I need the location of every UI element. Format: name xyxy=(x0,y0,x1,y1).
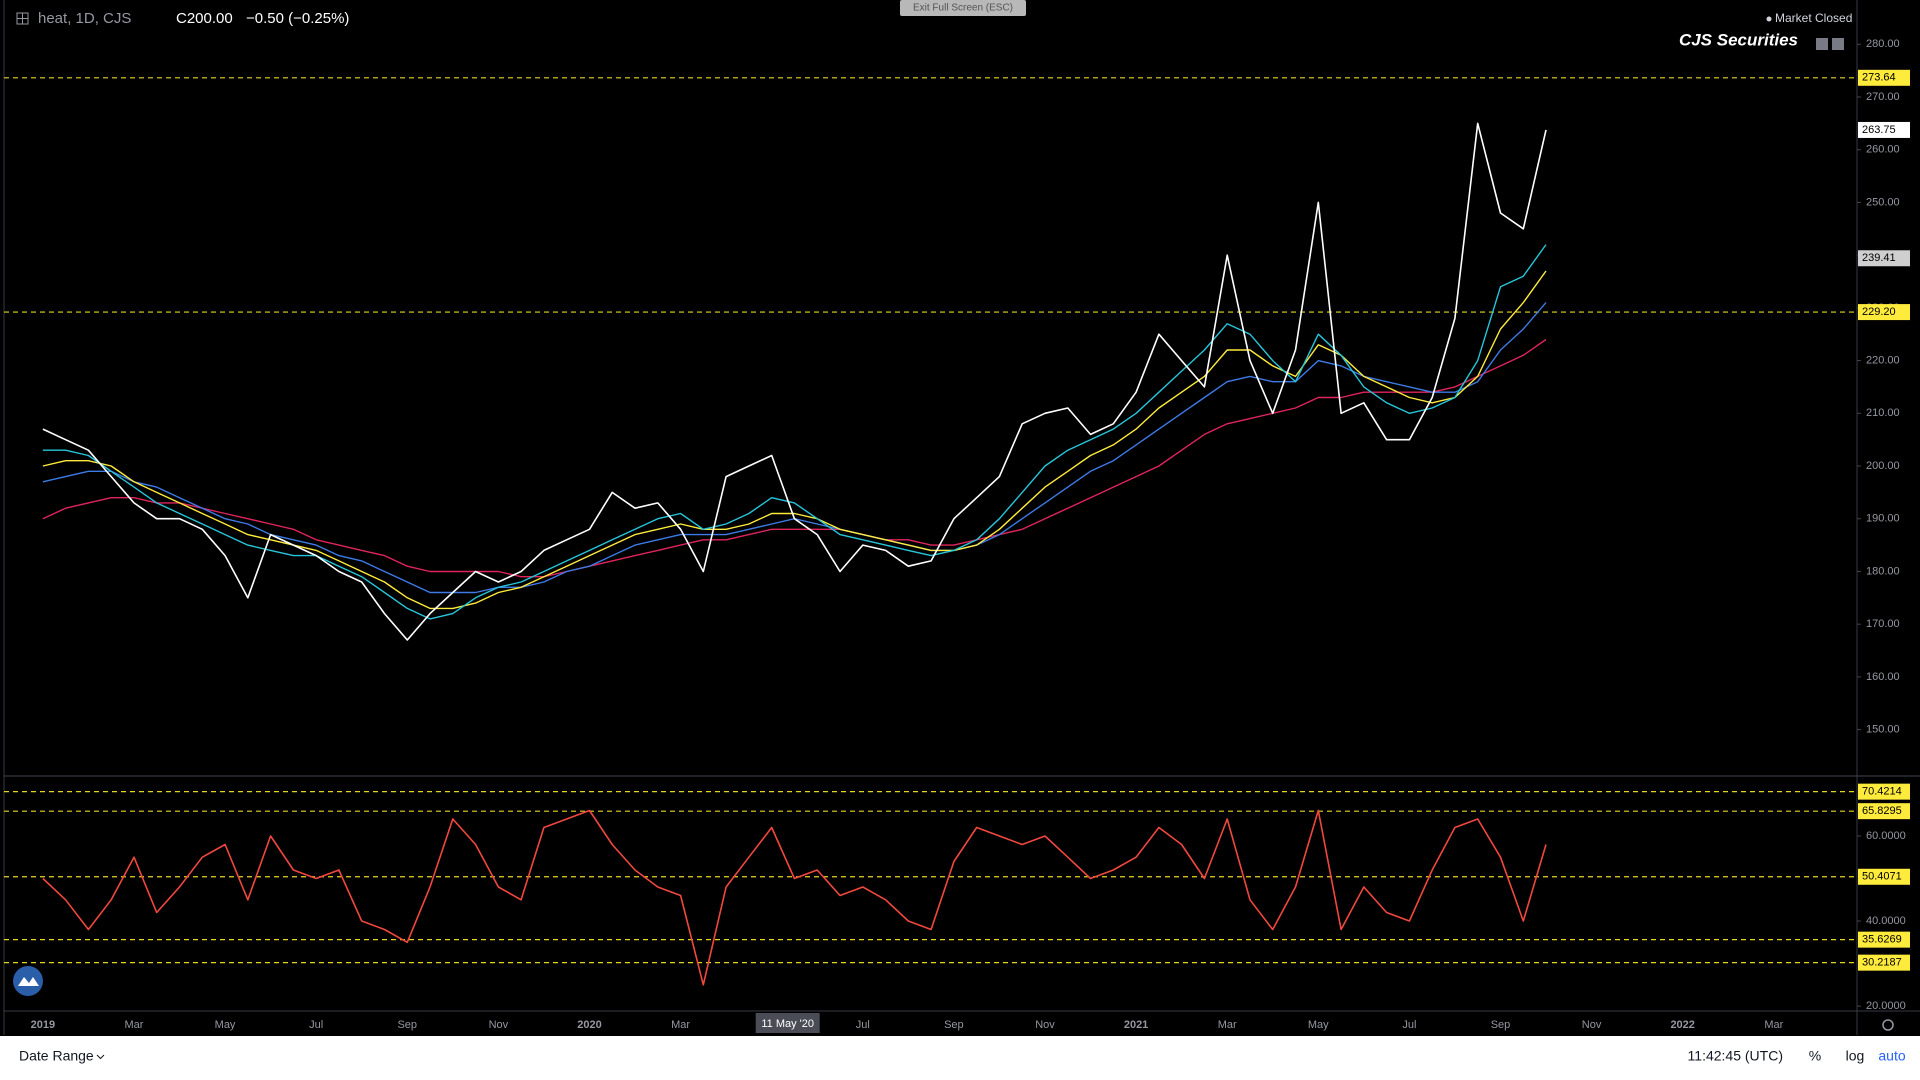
y-tick-label: 260.00 xyxy=(1866,144,1900,156)
level-label: 70.4214 xyxy=(1862,786,1902,798)
level-label-box xyxy=(1858,868,1910,885)
logo[interactable] xyxy=(13,966,43,996)
level-label-box xyxy=(1858,954,1910,971)
level-label-box xyxy=(1858,783,1910,800)
level-label: 229.20 xyxy=(1862,306,1896,318)
crosshair-date-box xyxy=(755,1013,820,1033)
status-dot xyxy=(1766,16,1772,22)
x-tick-label: Sep xyxy=(1491,1019,1511,1031)
y-tick-label: 20.0000 xyxy=(1866,1000,1906,1012)
x-tick-label: Nov xyxy=(489,1019,509,1031)
fullscreen-button[interactable] xyxy=(900,0,1026,16)
x-tick-label: Jul xyxy=(856,1019,870,1031)
level-label-box xyxy=(1858,304,1910,321)
x-tick-label: 2021 xyxy=(1124,1019,1148,1031)
y-tick-label: 150.00 xyxy=(1866,724,1900,736)
x-tick-label: Sep xyxy=(944,1019,964,1031)
date-range[interactable]: Date Range xyxy=(19,1048,94,1064)
x-tick-label: Jul xyxy=(309,1019,323,1031)
settings-button[interactable] xyxy=(1832,38,1844,50)
fullscreen-label[interactable]: Exit Full Screen (ESC) xyxy=(913,3,1013,14)
close-price: C200.00 xyxy=(176,10,233,27)
series-line xyxy=(42,244,1547,620)
y-tick-label: 40.0000 xyxy=(1866,915,1906,927)
y-tick-label: 210.00 xyxy=(1866,407,1900,419)
logo-mark xyxy=(18,977,39,986)
x-tick-label: Nov xyxy=(1582,1019,1602,1031)
level-label: 30.2187 xyxy=(1862,957,1902,969)
x-tick-label: 2020 xyxy=(577,1019,601,1031)
collapse-button[interactable] xyxy=(1816,38,1828,50)
x-tick-label: May xyxy=(215,1019,236,1031)
last-price-box xyxy=(1858,121,1910,138)
level-label: 50.4071 xyxy=(1862,871,1902,883)
x-tick-label: Jul xyxy=(1402,1019,1416,1031)
y-tick-label: 280.00 xyxy=(1866,38,1900,50)
x-tick-label: May xyxy=(1308,1019,1329,1031)
last-price-label: 263.75 xyxy=(1862,124,1896,136)
x-tick-label: 2022 xyxy=(1670,1019,1694,1031)
x-tick-label: 2019 xyxy=(31,1019,55,1031)
y-tick-label: 220.00 xyxy=(1866,354,1900,366)
series-line xyxy=(42,809,1547,986)
y-tick-label: 200.00 xyxy=(1866,460,1900,472)
brand: CJS Securities xyxy=(1679,30,1798,49)
level-label-box xyxy=(1858,803,1910,820)
series-line xyxy=(42,122,1547,641)
y-tick-label: 180.00 xyxy=(1866,565,1900,577)
x-tick-label: Sep xyxy=(397,1019,417,1031)
auto-toggle[interactable]: auto xyxy=(1878,1048,1905,1064)
y-tick-label: 190.00 xyxy=(1866,513,1900,525)
x-tick-label: Nov xyxy=(1035,1019,1055,1031)
level-label: 65.8295 xyxy=(1862,805,1902,817)
clock: 11:42:45 (UTC) xyxy=(1688,1048,1783,1064)
y-tick-label: 160.00 xyxy=(1866,671,1900,683)
level-label-box xyxy=(1858,69,1910,86)
level-label: 273.64 xyxy=(1862,72,1896,84)
series-line xyxy=(42,338,1547,578)
symbol[interactable]: heat, 1D, CJS xyxy=(38,10,131,27)
y-tick-label: 170.00 xyxy=(1866,618,1900,630)
x-tick-label: Mar xyxy=(124,1019,143,1031)
y-tick-label: 60.0000 xyxy=(1866,830,1906,842)
price-change: −0.50 (−0.25%) xyxy=(246,10,349,27)
dropdown-icon xyxy=(96,1054,105,1060)
percent-toggle[interactable]: % xyxy=(1809,1048,1821,1064)
crosshair-date: 11 May '20 xyxy=(761,1018,814,1030)
settings-gear[interactable] xyxy=(1882,1019,1894,1031)
level-label: 35.6269 xyxy=(1862,934,1902,946)
y-tick-label: 250.00 xyxy=(1866,196,1900,208)
market-status: Market Closed xyxy=(1775,11,1852,25)
level-label-box xyxy=(1858,931,1910,948)
footer-bar xyxy=(0,1036,1920,1080)
x-tick-label: Mar xyxy=(1218,1019,1237,1031)
crosshair-price-label: 239.41 xyxy=(1862,252,1896,264)
x-tick-label: Mar xyxy=(671,1019,690,1031)
y-tick-label: 270.00 xyxy=(1866,91,1900,103)
log-toggle[interactable]: log xyxy=(1846,1048,1865,1064)
x-tick-label: Mar xyxy=(1764,1019,1783,1031)
crosshair-price-box xyxy=(1858,250,1910,267)
